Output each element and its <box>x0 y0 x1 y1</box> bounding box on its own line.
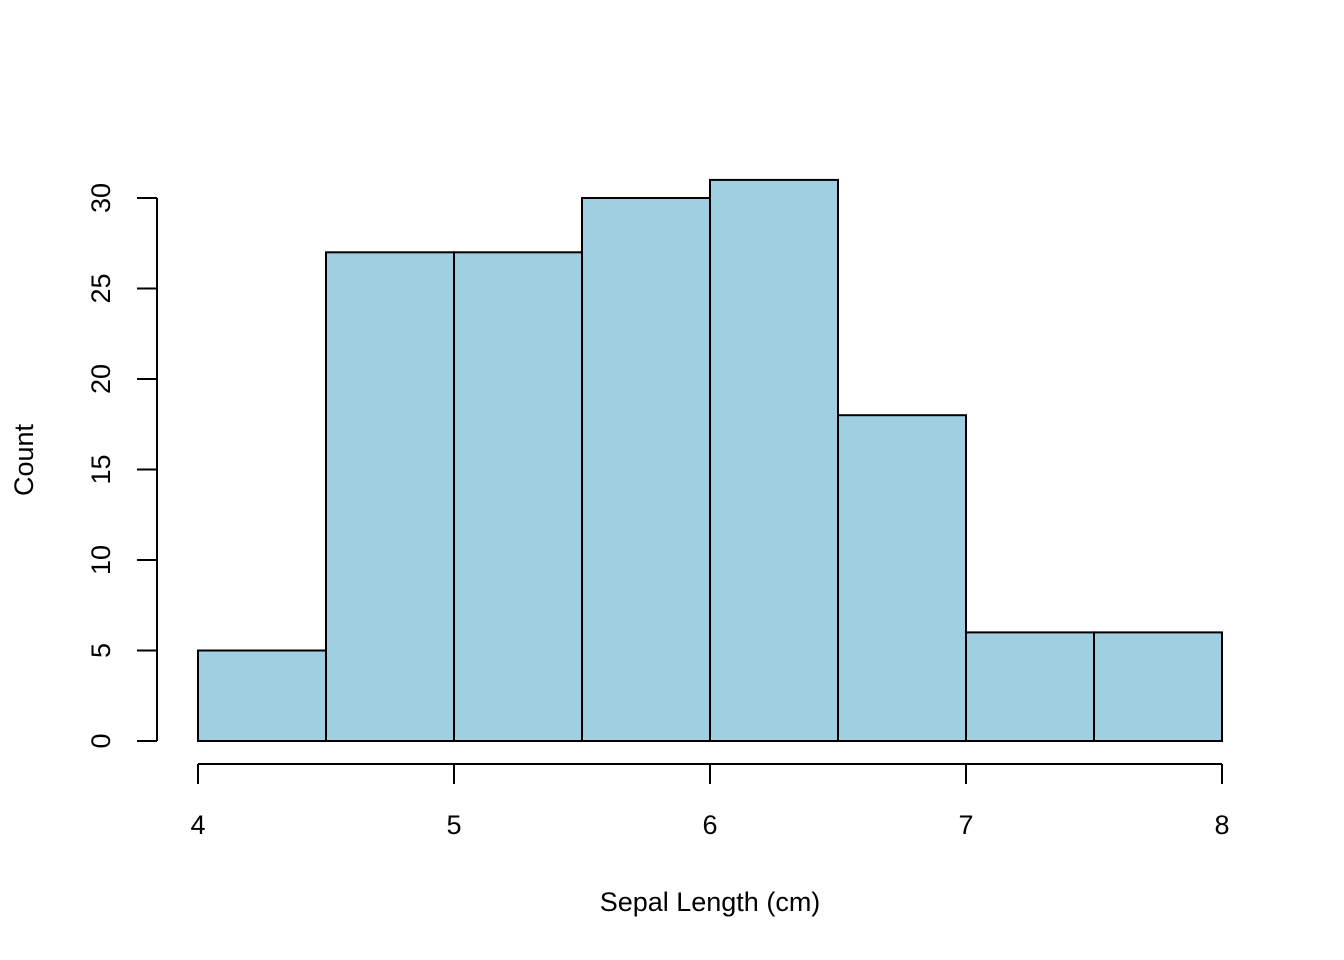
histogram-bar <box>965 631 1095 743</box>
histogram-bar <box>197 649 327 742</box>
x-tick-label: 4 <box>190 810 205 840</box>
histogram-bar <box>453 251 583 743</box>
histogram-bar <box>837 414 967 742</box>
y-tick-label: 20 <box>86 364 116 394</box>
bars <box>197 178 1223 743</box>
histogram-bar <box>325 251 455 743</box>
histogram-bar <box>581 197 711 742</box>
x-tick-label: 5 <box>446 810 461 840</box>
x-axis: 4 5 6 7 8 <box>190 763 1230 840</box>
histogram-bar <box>709 178 839 742</box>
x-tick-label: 7 <box>958 810 973 840</box>
y-tick-label: 5 <box>86 643 116 658</box>
y-axis-label: Count <box>9 423 39 496</box>
y-tick-label: 25 <box>86 273 116 303</box>
y-axis: 0 5 10 15 20 25 30 <box>86 183 158 749</box>
y-tick-label: 10 <box>86 545 116 575</box>
y-tick-label: 0 <box>86 733 116 748</box>
x-axis-label: Sepal Length (cm) <box>600 887 821 917</box>
x-tick-label: 8 <box>1214 810 1229 840</box>
y-tick-label: 15 <box>86 454 116 484</box>
x-tick-label: 6 <box>702 810 717 840</box>
y-tick-label: 30 <box>86 183 116 213</box>
histogram-bar <box>1093 631 1223 743</box>
